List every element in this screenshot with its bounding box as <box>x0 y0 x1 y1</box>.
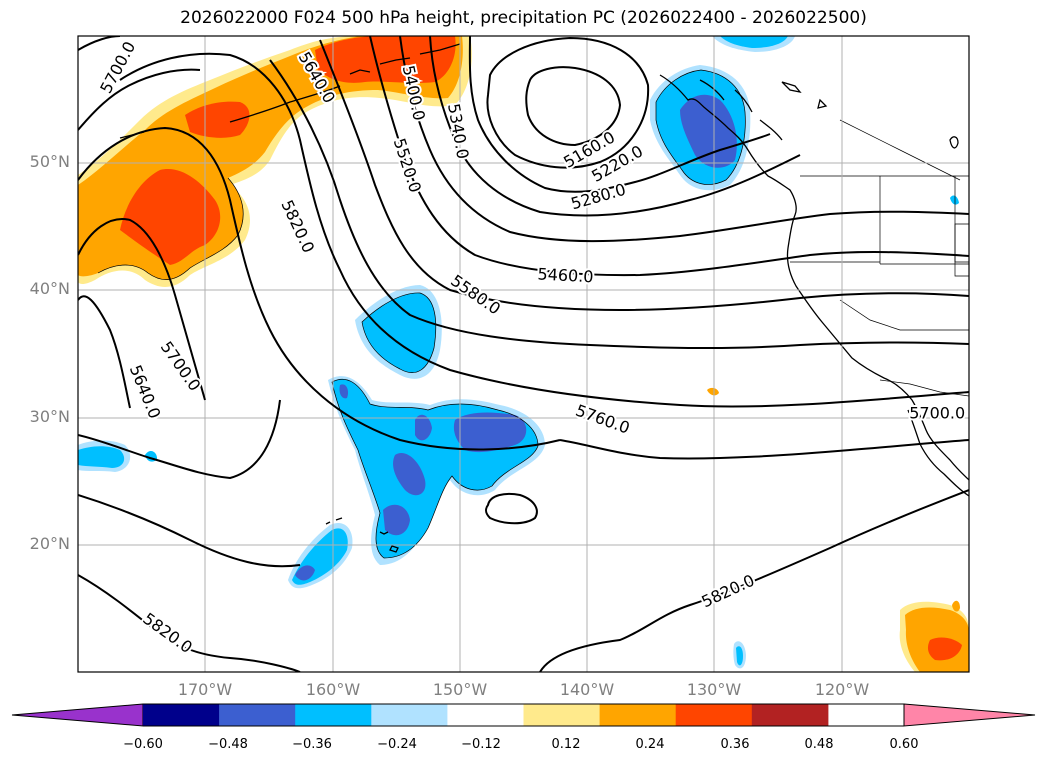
lon-tick-170w: 170°W <box>177 680 233 699</box>
lat-tick-40n: 40°N <box>29 279 70 298</box>
colorbar-swatch <box>751 704 829 726</box>
colorbar-tick: −0.12 <box>461 737 501 752</box>
colorbar-tick: 0.12 <box>551 737 581 752</box>
lat-tick-50n: 50°N <box>29 152 70 171</box>
coastlines <box>119 43 969 553</box>
colorbar-tick: −0.36 <box>292 737 332 752</box>
colorbar-swatch <box>447 704 524 726</box>
precip-positive-southeast <box>707 387 969 672</box>
colorbar-tick: −0.48 <box>208 737 248 752</box>
colorbar-swatch <box>143 704 220 726</box>
precip-outlines <box>97 69 746 559</box>
colorbar-swatch <box>523 704 601 726</box>
lon-tick-160w: 160°W <box>305 680 361 699</box>
colorbar-tick: 0.24 <box>635 737 665 752</box>
colorbar <box>11 703 1036 727</box>
precip-negative-northeast <box>650 36 959 669</box>
colorbar-swatch <box>219 704 296 726</box>
lon-tick-140w: 140°W <box>559 680 615 699</box>
colorbar-swatch <box>371 704 448 726</box>
lat-tick-30n: 30°N <box>29 407 70 426</box>
precip-positive-northwest <box>78 36 472 287</box>
map-title: 2026022000 F024 500 hPa height, precipit… <box>180 8 867 28</box>
precip-negative-central <box>78 285 545 589</box>
lon-tick-150w: 150°W <box>432 680 488 699</box>
contour-label: 5460.0 <box>537 264 594 286</box>
colorbar-tick: 0.48 <box>804 737 834 752</box>
gridlines <box>78 36 969 672</box>
colorbar-swatch <box>599 704 677 726</box>
lon-tick-120w: 120°W <box>814 680 870 699</box>
colorbar-extend-low <box>11 703 144 727</box>
colorbar-tick: −0.60 <box>123 737 163 752</box>
lon-tick-130w: 130°W <box>686 680 742 699</box>
colorbar-tick: 0.36 <box>720 737 750 752</box>
lat-tick-20n: 20°N <box>29 534 70 553</box>
colorbar-tick: −0.24 <box>377 737 417 752</box>
colorbar-outline <box>143 703 904 727</box>
colorbar-swatch <box>295 704 372 726</box>
colorbar-swatch <box>675 704 753 726</box>
map-frame <box>77 35 970 673</box>
contour-label: 5700.0 <box>909 403 965 422</box>
height-contours <box>78 36 969 672</box>
colorbar-tick: 0.60 <box>889 737 919 752</box>
colorbar-extend-high <box>903 703 1036 727</box>
